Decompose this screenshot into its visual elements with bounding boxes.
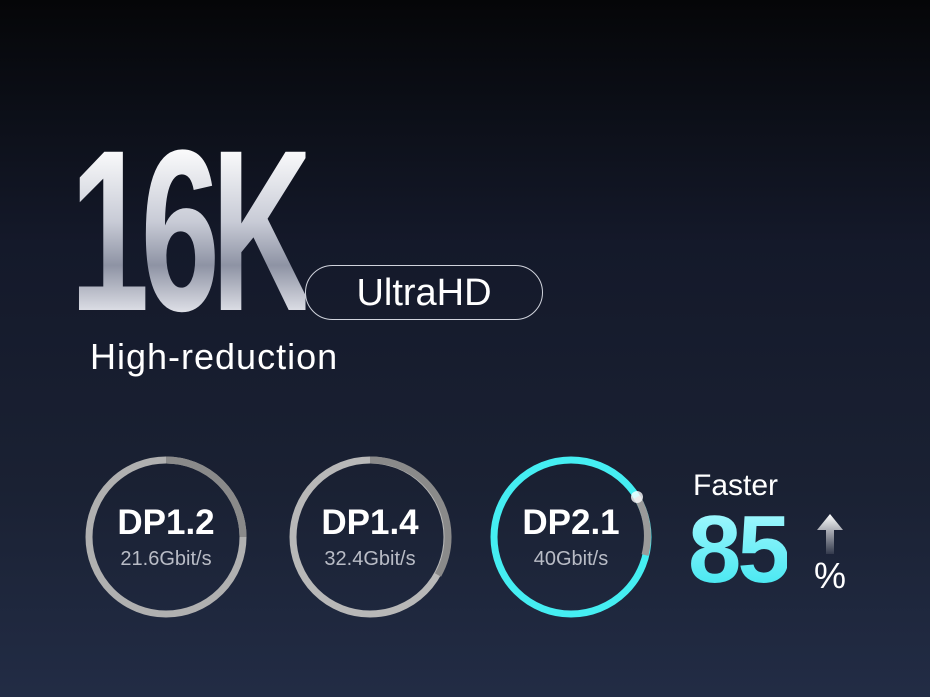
ring-name: DP1.2 — [117, 503, 215, 542]
percent-value: 85 — [688, 496, 791, 603]
ring-circle-icon — [85, 456, 247, 618]
ring-dp12: DP1.2 21.6Gbit/s — [84, 455, 248, 619]
ring-dp14: DP1.4 32.4Gbit/s — [288, 455, 452, 619]
percent-unit: % — [814, 555, 847, 596]
ring-speed: 40Gbit/s — [533, 548, 609, 570]
badge-label: UltraHD — [356, 271, 492, 314]
ring-dp21: DP2.1 40Gbit/s — [489, 455, 653, 619]
ring-speed: 21.6Gbit/s — [120, 548, 212, 570]
subtitle: High-reduction — [90, 336, 339, 377]
headline-16k: 16K — [70, 143, 306, 318]
arrow-up-icon — [817, 514, 843, 554]
ring-name: DP1.4 — [321, 503, 419, 542]
ring-name: DP2.1 — [522, 503, 620, 542]
ultrahd-badge: UltraHD — [305, 265, 543, 320]
ring-speed: 32.4Gbit/s — [324, 548, 416, 570]
ring-circle-icon — [490, 456, 652, 618]
ring-circle-icon — [289, 456, 452, 618]
faster-label: Faster — [693, 469, 779, 502]
